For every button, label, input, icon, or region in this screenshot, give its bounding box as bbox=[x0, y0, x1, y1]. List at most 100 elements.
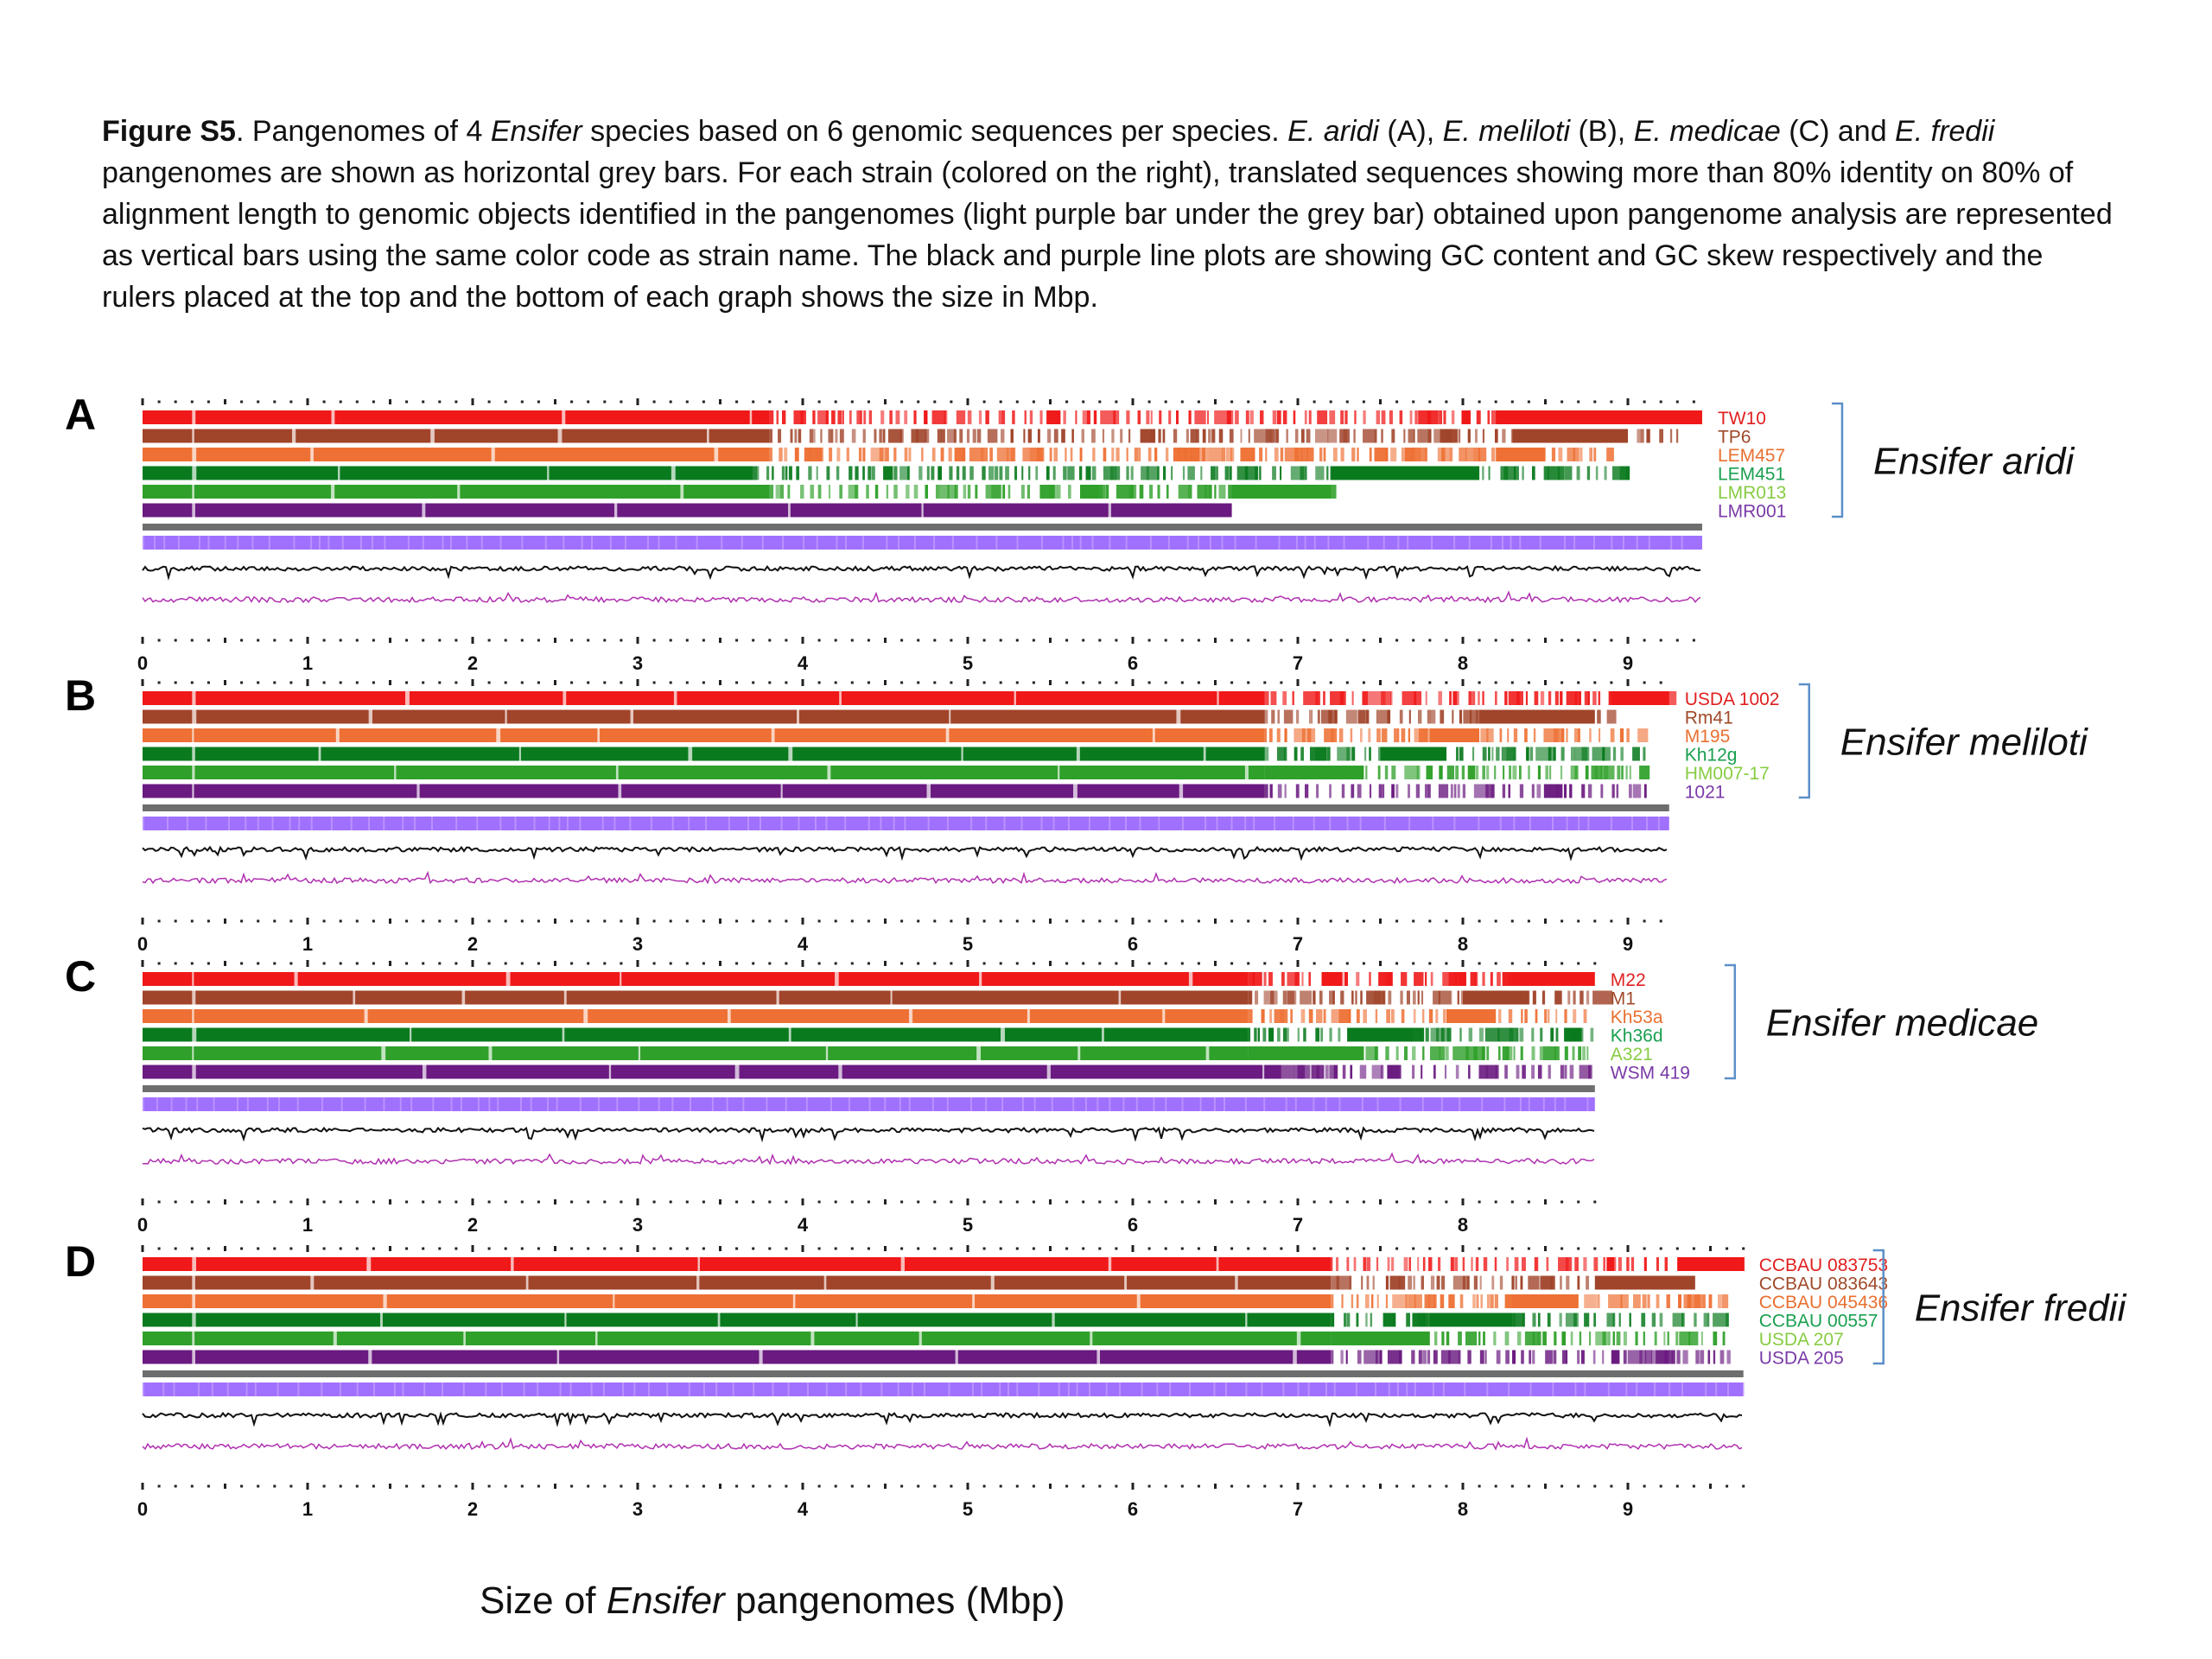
strain-accessory-bar bbox=[1506, 747, 1515, 761]
strain-accessory-bar bbox=[1141, 466, 1160, 480]
strain-accessory-bar bbox=[1580, 1027, 1584, 1042]
strain-accessory-bar bbox=[772, 466, 774, 480]
panel-B-top-tick bbox=[1362, 681, 1365, 684]
panel-A-bottom-tick bbox=[669, 639, 672, 642]
strain-accessory-bar bbox=[1465, 1332, 1478, 1345]
panel-B-bottom-tick bbox=[190, 919, 194, 923]
strain-accessory-bar bbox=[1357, 709, 1366, 724]
strain-accessory-bar bbox=[825, 410, 830, 424]
strain-accessory-bar bbox=[1585, 766, 1589, 779]
strain-accessory-bar bbox=[1443, 410, 1446, 424]
strain-accessory-bar bbox=[1459, 1027, 1462, 1042]
panel-D-top-tick bbox=[917, 1247, 920, 1250]
panel-D-bottom-tick bbox=[982, 1484, 986, 1488]
pangenome-purple-stripe bbox=[1407, 536, 1409, 550]
strain-gap bbox=[364, 1009, 368, 1023]
strain-core-bar bbox=[143, 766, 1265, 779]
strain-gap bbox=[310, 1275, 315, 1290]
strain-accessory-bar bbox=[1529, 747, 1534, 761]
pangenome-purple-stripe bbox=[1071, 536, 1074, 550]
panel-B-top-tick bbox=[735, 681, 739, 684]
strain-accessory-bar bbox=[1584, 1313, 1590, 1327]
panel-D-top-tick bbox=[1263, 1247, 1267, 1250]
strain-gap bbox=[918, 1332, 922, 1345]
strain-block-bar bbox=[1463, 990, 1529, 1005]
panel-B-bottom-tick bbox=[1544, 918, 1547, 924]
strain-gap bbox=[410, 1027, 412, 1042]
panel-C-top-tick bbox=[339, 962, 342, 965]
pangenome-purple-stripe bbox=[904, 817, 906, 830]
strain-accessory-bar bbox=[1659, 1313, 1663, 1327]
strain-accessory-bar bbox=[1338, 1009, 1351, 1023]
panel-A-bottom-tick-label-6: 6 bbox=[1128, 652, 1138, 674]
strain-accessory-bar bbox=[1499, 1275, 1503, 1290]
strain-accessory-bar bbox=[1449, 448, 1453, 461]
strain-gap bbox=[192, 503, 195, 518]
strain-accessory-bar bbox=[1612, 1313, 1616, 1327]
pangenome-purple-stripe bbox=[671, 1097, 674, 1111]
pangenome-purple-stripe bbox=[1181, 817, 1184, 830]
strain-accessory-bar bbox=[1469, 709, 1472, 724]
panel-D-bottom-tick bbox=[1610, 1484, 1613, 1488]
strain-accessory-bar bbox=[1351, 747, 1356, 761]
strain-accessory-bar bbox=[1303, 1027, 1306, 1042]
strain-accessory-bar bbox=[1056, 410, 1061, 424]
strain-gap bbox=[380, 1313, 383, 1327]
panel-C-top-tick bbox=[289, 962, 293, 965]
panel-A-top-tick bbox=[157, 400, 161, 404]
strain-block-bar bbox=[1429, 1313, 1513, 1327]
panel-D-bottom-tick bbox=[1015, 1484, 1019, 1488]
strain-accessory-bar bbox=[1399, 410, 1403, 424]
strain-accessory-bar bbox=[1594, 766, 1599, 779]
pangenome-purple-stripe bbox=[1244, 817, 1247, 830]
panel-B-top-tick bbox=[1296, 679, 1300, 686]
strain-row-Kh53a: Kh53a bbox=[143, 1007, 1663, 1027]
strain-accessory-bar bbox=[1473, 784, 1489, 798]
panel-A-top-tick bbox=[1230, 400, 1234, 404]
panel-C-bottom-tick bbox=[1510, 1200, 1514, 1204]
strain-accessory-bar bbox=[1564, 466, 1573, 480]
strain-accessory-bar bbox=[886, 485, 889, 499]
strain-accessory-bar bbox=[1430, 1046, 1445, 1060]
strain-accessory-bar bbox=[1351, 990, 1354, 1005]
strain-accessory-bar bbox=[982, 466, 986, 480]
pangenome-purple-stripe bbox=[741, 536, 743, 550]
strain-accessory-bar bbox=[1545, 1350, 1553, 1364]
strain-accessory-bar bbox=[1433, 1350, 1438, 1364]
panel-B-top-tick bbox=[157, 681, 161, 684]
panel-B-bottom-tick bbox=[1230, 919, 1234, 923]
panel-B-top-tick bbox=[454, 681, 458, 684]
panel-C-top-tick bbox=[933, 962, 937, 965]
strain-accessory-bar bbox=[1204, 485, 1207, 499]
strain-accessory-bar bbox=[1422, 1046, 1425, 1060]
panel-C-top-tick bbox=[999, 962, 1002, 965]
panel-A-bottom-tick-label-2: 2 bbox=[467, 652, 478, 674]
strain-accessory-bar bbox=[1308, 972, 1312, 986]
strain-accessory-bar bbox=[1196, 429, 1199, 443]
strain-accessory-bar bbox=[1400, 990, 1403, 1005]
strain-accessory-bar bbox=[1221, 448, 1226, 461]
pangenome-purple-stripe bbox=[1622, 536, 1624, 550]
strain-accessory-bar bbox=[1610, 728, 1615, 742]
panel-D-bottom-tick bbox=[141, 1483, 144, 1490]
strain-accessory-bar bbox=[1265, 448, 1268, 461]
panel-D-top-tick bbox=[1362, 1247, 1365, 1250]
panel-C-top-tick bbox=[1445, 962, 1448, 965]
strain-accessory-bar bbox=[871, 466, 875, 480]
panel-A-top-tick bbox=[1675, 400, 1679, 404]
strain-accessory-bar bbox=[1366, 1275, 1370, 1290]
panel-B-top-tick bbox=[224, 680, 226, 685]
panel-D-bottom-tick bbox=[372, 1484, 375, 1488]
strain-accessory-bar bbox=[1431, 709, 1436, 724]
pangenome-purple-stripe bbox=[1396, 1382, 1399, 1396]
strain-accessory-bar bbox=[1370, 1313, 1373, 1327]
panel-B-bottom-tick bbox=[1577, 919, 1580, 923]
pangenome-purple-stripe bbox=[327, 536, 330, 550]
strain-accessory-bar bbox=[1264, 691, 1269, 705]
strain-accessory-bar bbox=[1411, 1350, 1415, 1364]
panel-D-bottom-tick bbox=[999, 1484, 1002, 1488]
panel-A-top-tick bbox=[1379, 399, 1382, 404]
panel-D-top-tick bbox=[1147, 1247, 1151, 1250]
pangenome-purple-stripe bbox=[1020, 817, 1023, 830]
panel-B-bottom-tick bbox=[1247, 919, 1250, 923]
